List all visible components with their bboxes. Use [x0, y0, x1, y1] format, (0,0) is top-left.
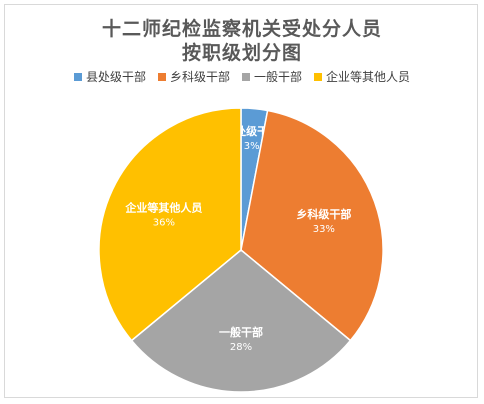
slice-label: 企业等其他人员: [124, 201, 202, 215]
legend-item: 企业等其他人员: [314, 68, 410, 85]
chart-legend: 县处级干部 乡科级干部 一般干部 企业等其他人员: [0, 68, 484, 85]
slice-percent: 28%: [230, 342, 252, 353]
chart-title: 十二师纪检监察机关受处分人员: [101, 18, 382, 40]
legend-swatch: [157, 72, 166, 81]
slice-percent: 36%: [153, 218, 175, 229]
chart-subtitle: 按职级划分图: [181, 42, 302, 64]
pie-slice: [130, 249, 352, 393]
pie-slice: [98, 107, 242, 342]
legend-swatch: [242, 72, 250, 81]
legend-label: 县处级干部: [85, 70, 146, 84]
legend-swatch: [314, 72, 323, 81]
legend-item: 一般干部: [242, 68, 302, 85]
legend-label: 企业等其他人员: [326, 70, 411, 84]
slice-label: 乡科级干部: [296, 207, 351, 221]
slice-percent: 33%: [313, 224, 335, 235]
slice-percent: 3%: [244, 141, 260, 152]
pie-slice: [240, 109, 384, 342]
legend-label: 一般干部: [254, 70, 303, 84]
legend-swatch: [73, 72, 82, 81]
legend-label: 乡科级干部: [169, 70, 230, 84]
slice-label: 一般干部: [219, 325, 263, 339]
legend-item: 县处级干部: [73, 68, 146, 85]
legend-item: 乡科级干部: [157, 68, 230, 85]
